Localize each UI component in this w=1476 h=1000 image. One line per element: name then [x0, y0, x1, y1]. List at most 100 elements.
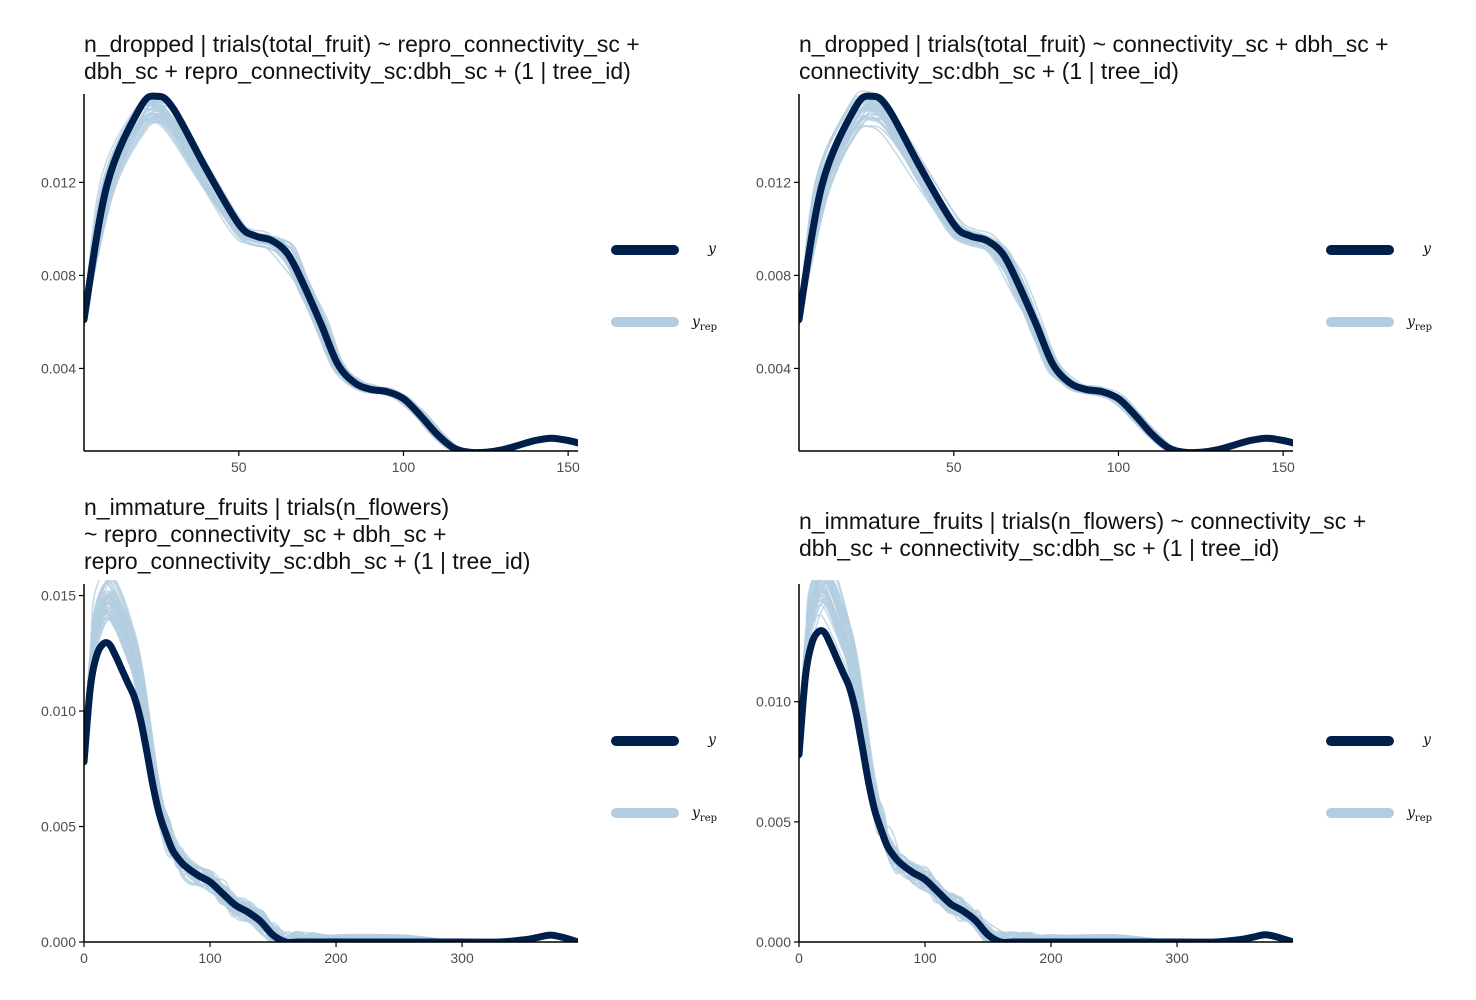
yrep-line: [799, 109, 1293, 451]
yrep-line: [799, 100, 1293, 451]
yrep-line: [84, 103, 574, 451]
yrep-line: [799, 107, 1292, 451]
yrep-line: [799, 109, 1293, 451]
legend-label-yrep-sub: rep: [700, 813, 717, 824]
yrep-line: [84, 119, 575, 451]
yrep-line: [84, 594, 577, 942]
yrep-line: [84, 112, 578, 451]
yrep-line: [84, 582, 576, 942]
y-tick-label: 0.000: [41, 934, 76, 950]
chart-title-line: repro_connectivity_sc:dbh_sc + (1 | tree…: [84, 548, 531, 574]
chart-title-line: n_dropped | trials(total_fruit) ~ connec…: [799, 31, 1389, 57]
chart-title-line: dbh_sc + repro_connectivity_sc:dbh_sc + …: [84, 58, 631, 84]
yrep-line: [799, 580, 1293, 942]
chart-4: 0 100 200 300 0.000 0.005 0.010 y yrep: [756, 580, 1432, 966]
yrep-line: [799, 581, 1293, 942]
yrep-line: [799, 113, 1293, 451]
y-tick-label: 0.012: [41, 174, 76, 190]
y-line: [799, 92, 1293, 451]
yrep-line: [84, 591, 576, 942]
yrep-line: [799, 124, 1291, 451]
yrep-line: [84, 580, 578, 942]
yrep-line: [799, 100, 1292, 451]
yrep-line: [799, 580, 1293, 942]
yrep-line: [799, 580, 1293, 942]
yrep-line: [799, 107, 1293, 451]
yrep-line: [799, 95, 1290, 451]
y-tick-label: 0.008: [41, 267, 76, 283]
y-line: [799, 627, 1293, 942]
yrep-line: [799, 108, 1289, 451]
x-tick-label: 200: [324, 950, 348, 966]
yrep-line: [84, 108, 577, 451]
yrep-line: [84, 115, 575, 451]
yrep-line: [84, 113, 577, 451]
yrep-line: [799, 580, 1293, 942]
yrep-line: [799, 97, 1287, 451]
yrep-line: [799, 115, 1289, 451]
yrep-line: [84, 594, 578, 942]
yrep-line: [84, 104, 575, 451]
yrep-line: [799, 107, 1293, 451]
x-tick-label: 150: [556, 459, 580, 475]
yrep-line: [799, 90, 1290, 451]
chart-title: n_immature_fruits | trials(n_flowers) ~ …: [799, 508, 1366, 562]
yrep-line: [84, 114, 578, 451]
y-tick-label: 0.000: [756, 934, 791, 950]
yrep-line: [799, 105, 1288, 451]
legend-label-yrep-sub: rep: [700, 322, 717, 333]
chart-title-line: n_immature_fruits | trials(n_flowers): [84, 494, 450, 520]
yrep-line: [799, 580, 1291, 942]
x-tick-label: 200: [1039, 950, 1063, 966]
yrep-line: [84, 590, 578, 942]
x-tick-label: 300: [450, 950, 474, 966]
yrep-line: [84, 120, 573, 451]
yrep-line: [84, 580, 578, 942]
legend-label-yrep: yrep: [1406, 805, 1432, 824]
yrep-line: [799, 116, 1293, 451]
yrep-line: [84, 582, 575, 942]
legend-label-y: y: [707, 241, 717, 257]
x-tick-label: 100: [392, 459, 416, 475]
x-tick-label: 0: [795, 950, 803, 966]
yrep-line: [799, 99, 1288, 451]
yrep-line: [84, 117, 576, 451]
yrep-line: [84, 107, 573, 451]
y-tick-label: 0.005: [756, 814, 791, 830]
yrep-line: [84, 99, 578, 451]
yrep-line: [84, 601, 578, 942]
yrep-line: [799, 580, 1293, 942]
yrep-line: [84, 596, 578, 942]
y-tick-label: 0.010: [41, 703, 76, 719]
chart-1: 50 100 150 0.004 0.008 0.012 y yrep: [41, 92, 717, 475]
x-tick-label: 100: [198, 950, 222, 966]
yrep-line: [799, 117, 1293, 451]
yrep-line: [84, 121, 578, 451]
yrep-line: [84, 591, 578, 942]
yrep-line: [799, 93, 1292, 451]
legend: y yrep: [611, 732, 717, 824]
yrep-line: [799, 99, 1293, 451]
legend-label-yrep-sub: rep: [1415, 322, 1432, 333]
yrep-line: [84, 100, 578, 451]
chart-3: 0 100 200 300 0.000 0.005 0.010 0.015 y yrep: [41, 580, 717, 966]
yrep-line: [84, 121, 578, 451]
chart-title-line: n_immature_fruits | trials(n_flowers) ~ …: [799, 508, 1367, 534]
yrep-line: [799, 104, 1293, 451]
yrep-line: [799, 580, 1290, 942]
yrep-line: [84, 594, 578, 942]
yrep-line: [799, 92, 1293, 451]
yrep-line: [84, 590, 578, 942]
yrep-line: [799, 580, 1290, 942]
yrep-line: [84, 609, 577, 942]
yrep-lines: [799, 580, 1293, 942]
yrep-line: [799, 614, 1291, 942]
yrep-line: [84, 100, 573, 451]
yrep-line: [799, 102, 1293, 451]
yrep-line: [84, 118, 577, 451]
yrep-line: [799, 592, 1293, 942]
y-tick-label: 0.005: [41, 819, 76, 835]
chart-title: n_dropped | trials(total_fruit) ~ connec…: [799, 31, 1389, 85]
yrep-line: [84, 102, 576, 451]
yrep-line: [84, 580, 578, 942]
